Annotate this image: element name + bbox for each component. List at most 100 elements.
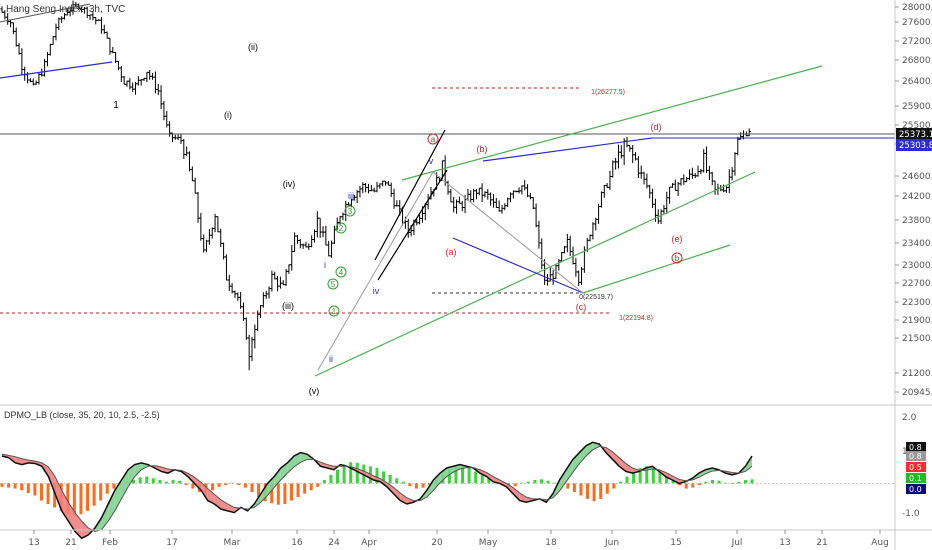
price-tick-label: 21200.0: [902, 369, 932, 379]
indicator-value-badge: 0.5: [906, 462, 926, 472]
histogram-bar: [224, 483, 228, 486]
svg-text:5: 5: [331, 280, 336, 289]
dpmo-fill: [201, 482, 208, 501]
histogram-bar: [46, 483, 50, 504]
time-tick-label: Apr: [361, 538, 377, 548]
price-tick-label: 24200.0: [902, 192, 932, 202]
histogram-bar: [33, 483, 37, 496]
dpmo-fill: [194, 477, 202, 491]
green-lower-channel: [314, 171, 756, 377]
dpmo-fill: [486, 472, 494, 482]
histogram-bar: [421, 483, 425, 488]
blue-price-badge: 25303.8: [896, 139, 932, 151]
histogram-bar: [553, 482, 557, 484]
histogram-bar: [230, 482, 234, 484]
histogram-bar: [414, 483, 418, 489]
time-tick-label: 18: [545, 538, 557, 548]
svg-text:3: 3: [348, 207, 353, 216]
histogram-bar: [572, 483, 576, 492]
black-channel-lower: [377, 169, 448, 281]
symbol-title: Hang Seng Index, 3h, TVC: [6, 4, 125, 15]
dpmo-fill: [267, 476, 275, 496]
dpmo-fill: [61, 490, 69, 522]
histogram-bar: [632, 471, 636, 484]
histogram-bar: [20, 483, 24, 491]
blue-b-d-line: [482, 137, 653, 162]
price-tick-label: 22300.0: [902, 298, 932, 308]
dpmo-fill: [121, 469, 129, 499]
price-tick-label: 21900.0: [902, 316, 932, 326]
svg-text:0.0: 0.0: [909, 485, 922, 494]
histogram-bar: [599, 483, 603, 499]
price-tick-label: 25900.0: [902, 102, 932, 112]
histogram-bar: [270, 483, 274, 504]
histogram-bar: [401, 481, 405, 484]
histogram-bar: [243, 483, 247, 488]
histogram-bar: [566, 483, 570, 489]
svg-text:0.8: 0.8: [909, 443, 922, 452]
price-tick-label: 23800.0: [902, 216, 932, 226]
time-tick-label: Jun: [604, 538, 619, 548]
dpmo-fill: [108, 490, 115, 522]
indicator-value-badge: 0.8: [906, 451, 926, 461]
indicator-tick-label: 2.0: [902, 413, 917, 423]
dpmo-fill: [287, 456, 295, 474]
dpmo-fill: [207, 488, 215, 504]
histogram-bar: [72, 483, 76, 516]
price-panel[interactable]: [0, 0, 751, 371]
histogram-bar: [217, 483, 221, 487]
dpmo-fill: [625, 463, 633, 474]
dpmo-fill: [619, 457, 626, 472]
histogram-bar: [671, 480, 675, 484]
time-tick-label: Mar: [224, 538, 241, 548]
time-tick-label: 15: [670, 538, 681, 548]
histogram-bar: [13, 483, 17, 489]
wave-4-green-label: 4: [335, 266, 347, 278]
wave-e-red-label: (e): [672, 234, 683, 244]
wave-iii-paren-label: (iii): [282, 301, 294, 311]
svg-text:b: b: [675, 254, 680, 263]
histogram-bar: [164, 481, 168, 484]
histogram-bar: [711, 480, 715, 484]
dpmo-fill: [75, 512, 82, 539]
svg-text:0.8: 0.8: [909, 452, 922, 461]
histogram-bar: [132, 480, 136, 484]
indicator-panel[interactable]: 2.01.0-1.00.80.80.50.10.0: [0, 413, 926, 540]
dpmo-fill: [214, 494, 222, 510]
dpmo-fill: [426, 480, 434, 498]
histogram-bar: [388, 474, 392, 484]
histogram-bar: [283, 483, 287, 504]
dpmo-fill: [572, 452, 580, 473]
histogram-bar: [349, 462, 353, 484]
svg-text:0.5: 0.5: [909, 463, 922, 472]
grey-rise-line: [317, 171, 434, 371]
histogram-bar: [447, 469, 451, 484]
histogram-bar: [592, 483, 596, 502]
histogram-bar: [191, 483, 195, 489]
histogram-bar: [467, 468, 471, 484]
green-wave-b-line: [582, 244, 731, 294]
dpmo-fill: [393, 487, 401, 501]
histogram-bar: [691, 483, 695, 488]
wave-annotations: 1(i)(ii)(iii)(iv)(v)iiiiiiivv12345(a)(b)…: [113, 42, 682, 396]
drawing-layer: [0, 3, 895, 377]
dpmo-fill: [68, 502, 76, 532]
histogram-bar: [586, 483, 590, 499]
wave-ii-blue-label: ii: [329, 354, 333, 364]
svg-text:1: 1: [332, 307, 337, 316]
svg-text:25373.1: 25373.1: [899, 130, 932, 140]
histogram-bar: [0, 483, 4, 487]
histogram-bar: [86, 483, 90, 511]
wave-ii-paren-label: (ii): [248, 42, 258, 52]
time-tick-label: 24: [328, 538, 340, 548]
histogram-bar: [730, 483, 734, 485]
wave-b-circle-label: b: [671, 252, 683, 264]
dpmo-fill: [579, 445, 587, 464]
histogram-bar: [605, 483, 609, 494]
histogram-bar: [618, 481, 622, 484]
histogram-bar: [184, 483, 188, 486]
histogram-bar: [99, 483, 103, 501]
wave-5-green-label: 5: [327, 278, 339, 290]
dpmo-fill: [294, 452, 301, 467]
dpmo-fill: [227, 504, 235, 513]
